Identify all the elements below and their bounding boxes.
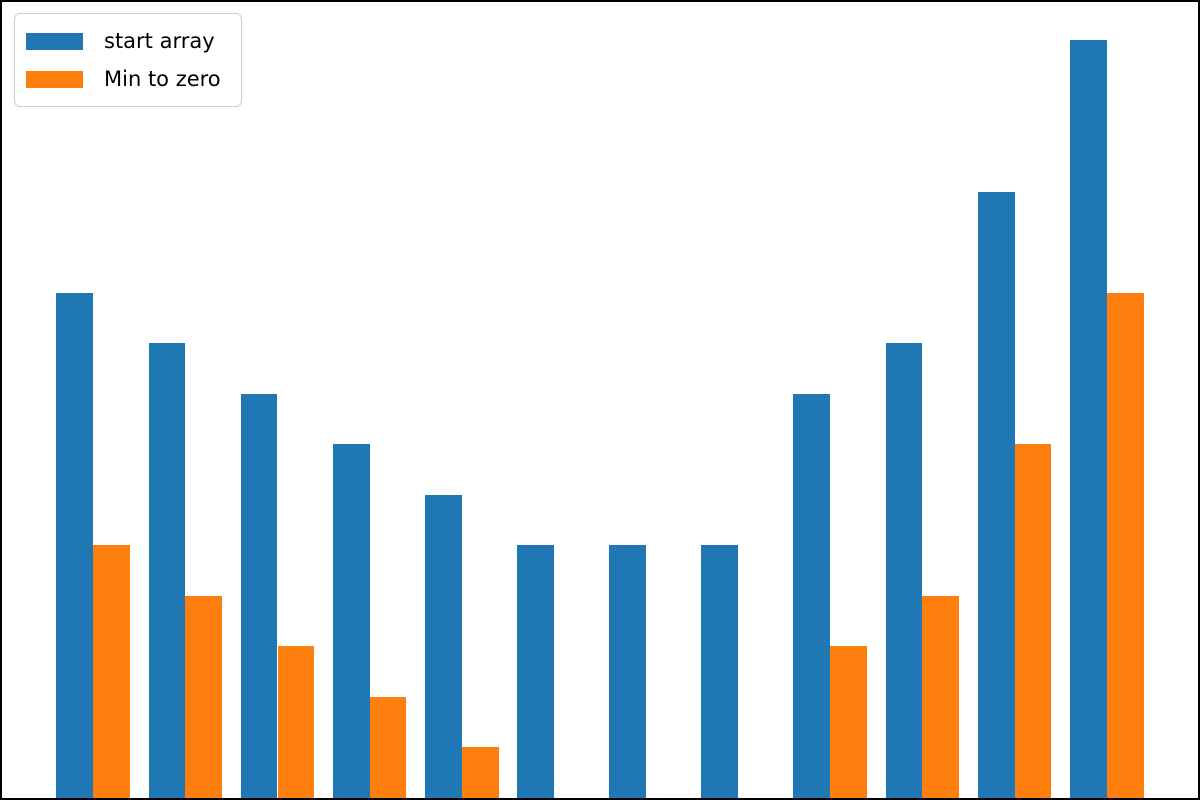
legend-swatch-start-array-icon <box>26 32 83 50</box>
bar-start-array-4 <box>424 494 462 798</box>
legend-label-min-to-zero: Min to zero <box>104 66 221 91</box>
bar-start-array-5 <box>517 545 554 798</box>
bar-min-to-zero-4 <box>461 747 499 798</box>
bar-min-to-zero-2 <box>277 646 315 798</box>
legend-item-start-array: start array <box>26 22 221 60</box>
legend: start array Min to zero <box>14 13 242 107</box>
bar-min-to-zero-1 <box>185 595 223 798</box>
bar-start-array-3 <box>332 444 370 798</box>
legend-swatch-min-to-zero-icon <box>26 70 83 88</box>
bar-start-array-8 <box>793 393 831 798</box>
legend-item-min-to-zero: Min to zero <box>26 60 221 98</box>
bar-min-to-zero-10 <box>1014 444 1052 798</box>
bar-start-array-6 <box>609 545 647 798</box>
bar-min-to-zero-0 <box>93 545 131 798</box>
legend-label-start-array: start array <box>104 28 215 53</box>
bar-start-array-0 <box>56 292 94 798</box>
bar-start-array-10 <box>977 191 1015 798</box>
bar-start-array-7 <box>701 545 739 798</box>
bar-start-array-2 <box>240 393 278 798</box>
bar-start-array-11 <box>1069 39 1107 798</box>
bar-min-to-zero-9 <box>922 595 960 798</box>
bar-min-to-zero-11 <box>1106 292 1144 798</box>
bar-min-to-zero-3 <box>369 696 407 798</box>
bar-min-to-zero-8 <box>830 646 868 798</box>
bar-start-array-1 <box>148 343 186 798</box>
bar-start-array-9 <box>885 343 923 798</box>
